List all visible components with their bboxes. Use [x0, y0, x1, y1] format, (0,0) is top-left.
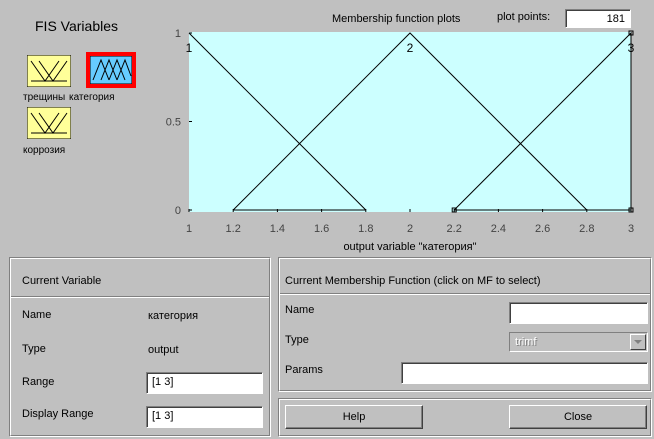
mf-output-icon [90, 56, 132, 84]
mf-name-label: Name [285, 304, 315, 316]
x-tick-label: 2.2 [447, 223, 462, 235]
divider [11, 297, 269, 298]
mf-type-select-value: trimf [515, 336, 537, 348]
mf-name-input[interactable] [509, 302, 648, 324]
variable-range-label: Range [22, 376, 55, 388]
x-tick-label: 1.4 [270, 223, 285, 235]
x-tick-label: 2.8 [579, 223, 594, 235]
x-tick-label: 2 [407, 223, 413, 235]
y-tick-label: 0 [175, 205, 181, 217]
variable-display-range-input[interactable]: [1 3] [146, 406, 263, 428]
membership-function-chart[interactable]: 1 1.2 1.4 1.6 1.8 2 2.2 2.4 2.6 2.8 3 0 0.5 1 output v… [0, 0, 654, 260]
variable-label-категория: категория [69, 92, 115, 103]
x-tick-label: 1.8 [358, 223, 373, 235]
mf-type-label: Type [285, 334, 309, 346]
mf-type-select[interactable]: trimf [509, 332, 648, 352]
current-mf-panel [278, 257, 652, 392]
mf-label-3: 3 [628, 41, 635, 55]
button-panel [278, 398, 652, 437]
divider [280, 293, 650, 294]
mf-params-label: Params [285, 364, 323, 376]
help-button[interactable]: Help [285, 405, 423, 429]
y-tick-label: 1 [175, 28, 181, 40]
divider [280, 294, 650, 295]
plot-points-label: plot points: [497, 11, 551, 23]
mf-line-1[interactable] [188, 32, 367, 211]
variable-type-value: output [148, 344, 179, 356]
variable-label-трещины: трещины [23, 92, 66, 103]
mf-line-2[interactable] [232, 32, 588, 211]
current-variable-header: Current Variable [22, 275, 102, 287]
plot-background [189, 32, 631, 212]
x-tick-label: 1 [186, 223, 192, 235]
mf-vertex-marker[interactable] [628, 30, 634, 36]
mf-vertex-marker[interactable] [628, 207, 634, 213]
variable-display-range-label: Display Range [22, 408, 94, 420]
x-axis-label: output variable "категория" [343, 241, 476, 253]
current-mf-header: Current Membership Function (click on MF… [285, 275, 541, 287]
mf-params-input[interactable] [401, 362, 648, 384]
mf-label-1: 1 [186, 41, 193, 55]
variable-name-label: Name [22, 309, 52, 321]
mf-plot-title: Membership function plots [332, 13, 461, 25]
variable-label-коррозия: коррозия [23, 145, 66, 156]
plot-points-input[interactable]: 181 [565, 9, 631, 28]
chevron-down-icon[interactable] [630, 334, 646, 350]
y-tick-label: 0.5 [166, 117, 181, 129]
x-tick-label: 2.4 [491, 223, 506, 235]
variable-icon-категория[interactable] [86, 52, 136, 88]
x-tick-label: 1.2 [226, 223, 241, 235]
mf-label-2: 2 [407, 41, 414, 55]
variable-range-input[interactable]: [1 3] [146, 372, 263, 394]
mf-line-3[interactable] [453, 31, 632, 211]
x-tick-label: 3 [628, 223, 634, 235]
variable-type-label: Type [22, 343, 46, 355]
fis-variables-title: FIS Variables [35, 18, 118, 34]
variable-name-value: категория [148, 310, 199, 322]
x-tick-label: 2.6 [535, 223, 550, 235]
close-button[interactable]: Close [509, 405, 647, 429]
divider [11, 296, 269, 297]
current-variable-panel [9, 257, 271, 437]
x-tick-label: 1.6 [314, 223, 329, 235]
mf-vertex-marker[interactable] [451, 207, 457, 213]
